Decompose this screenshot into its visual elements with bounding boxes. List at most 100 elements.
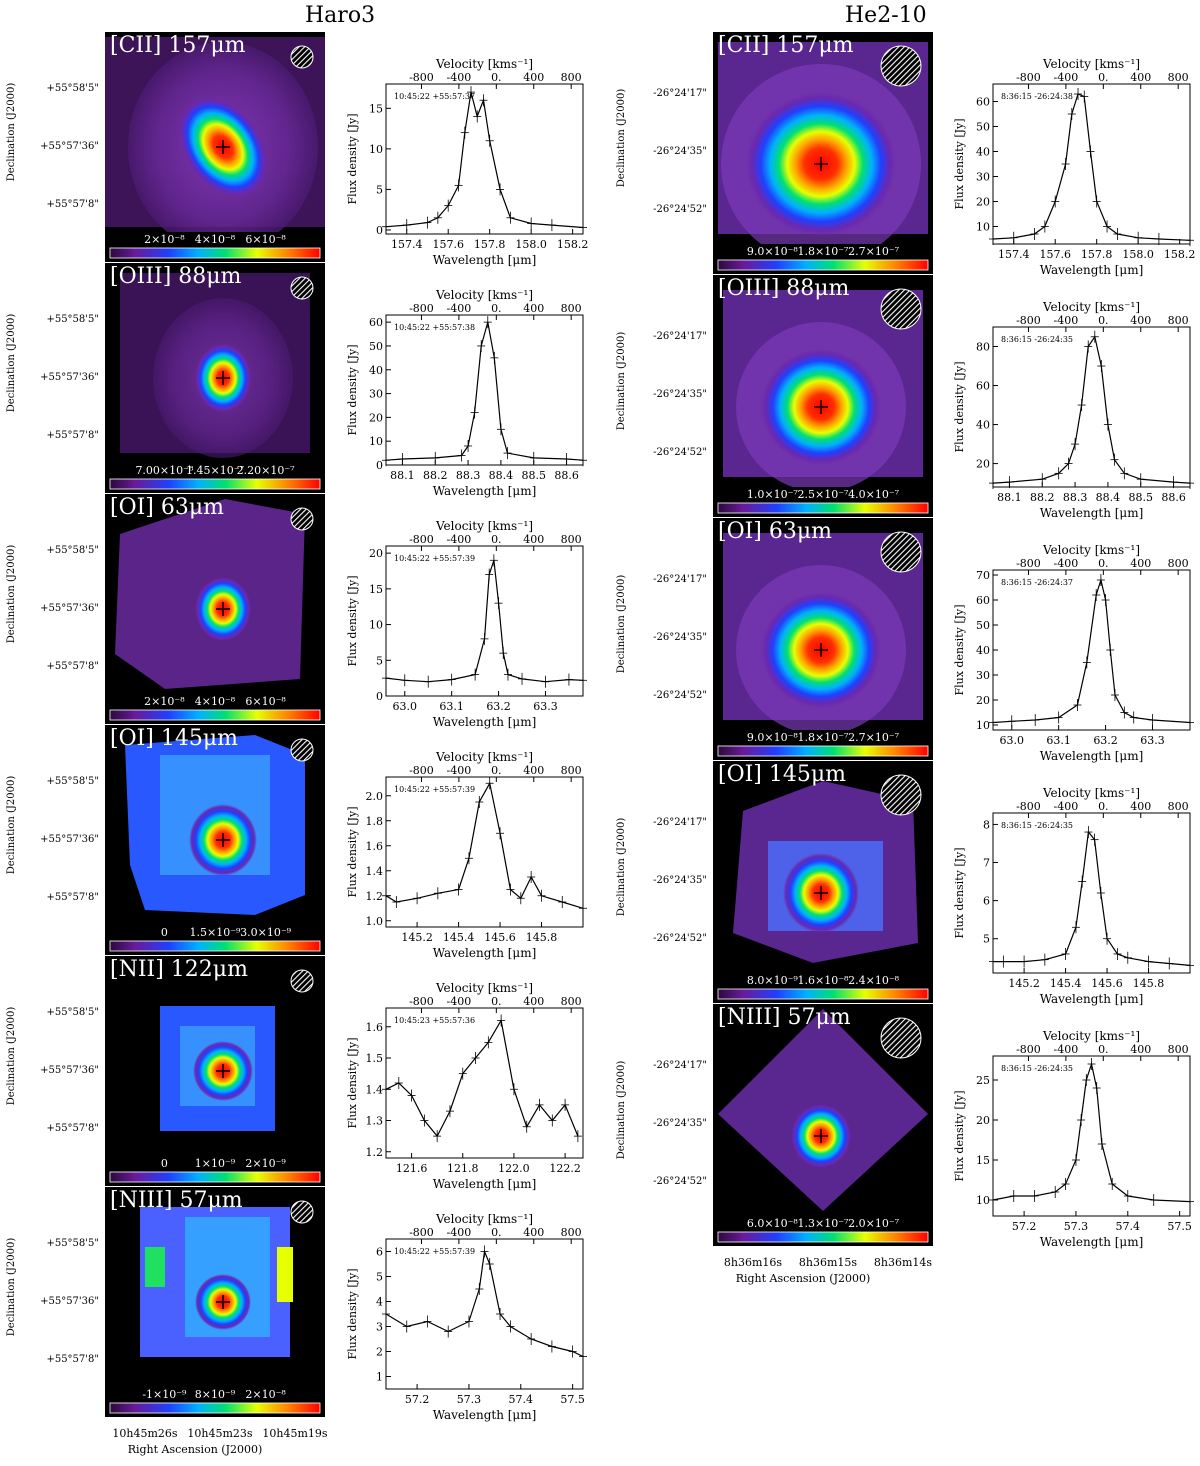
x-tick-label: 88.4 xyxy=(489,469,514,482)
velocity-tick-label: -400 xyxy=(1054,557,1079,570)
velocity-tick-label: -800 xyxy=(1016,71,1041,84)
velocity-tick-label: 400 xyxy=(523,71,544,84)
velocity-tick-label: 400 xyxy=(1130,314,1151,327)
y-tick-label: 1.0 xyxy=(366,915,384,928)
y-tick-label: 0 xyxy=(376,459,383,472)
y-tick-label: 40 xyxy=(976,419,990,432)
y-tick-label: 5 xyxy=(376,654,383,667)
colorbar-tick-label: 4×10⁻⁸ xyxy=(195,233,236,246)
colorbar-tick-label: 1.8×10⁻⁷ xyxy=(798,245,850,258)
dec-tick-label: -26°24'17" xyxy=(653,574,707,585)
spectrum-coordinates: 8:36:15 -26:24:35 xyxy=(1001,821,1073,830)
y-tick-label: 1.4 xyxy=(366,1083,384,1096)
velocity-tick-label: 0. xyxy=(491,302,502,315)
colorbar xyxy=(109,478,321,490)
x-tick-label: 88.5 xyxy=(522,469,547,482)
dec-tick-label: -26°24'52" xyxy=(653,933,707,944)
y-tick-label: 50 xyxy=(369,340,383,353)
x-tick-label: 121.8 xyxy=(447,1162,479,1175)
y-tick-label: 1.5 xyxy=(366,1052,384,1065)
he210-panel-1: [OIII] 88μm 1.0×10⁻⁷ 2.5×10⁻⁷ 4.0×10⁻⁷ -26°2… xyxy=(616,275,1194,520)
colorbar-tick-label: 6×10⁻⁸ xyxy=(245,233,286,246)
y-tick-label: 50 xyxy=(976,121,990,134)
y-tick-label: 2.0 xyxy=(366,790,384,803)
y-tick-label: 3 xyxy=(376,1321,383,1334)
y-tick-label: 60 xyxy=(976,594,990,607)
velocity-tick-label: 800 xyxy=(1168,71,1189,84)
x-tick-label: 145.2 xyxy=(1008,977,1040,990)
x-tick-label: 121.6 xyxy=(396,1162,428,1175)
x-tick-label: 88.1 xyxy=(997,491,1022,504)
flux-axis-label: Flux density [Jy] xyxy=(346,575,359,666)
y-tick-label: 20 xyxy=(369,547,383,560)
line-label: [NIII] 57μm xyxy=(110,1188,243,1213)
haro3-panel-5: [NIII] 57μm -1×10⁻⁹ 8×10⁻⁹ 2×10⁻⁸ +55°58'5" +… xyxy=(6,1187,587,1456)
y-tick-label: 6 xyxy=(376,1246,383,1259)
y-tick-label: 60 xyxy=(976,96,990,109)
spectrum-line xyxy=(992,335,1191,484)
dec-tick-label: -26°24'52" xyxy=(653,1176,707,1187)
velocity-tick-label: -400 xyxy=(1054,800,1079,813)
beam-size-icon xyxy=(290,507,314,531)
flux-axis-label: Flux density [Jy] xyxy=(953,847,966,938)
y-tick-label: 2 xyxy=(376,1346,383,1359)
y-tick-label: 1.3 xyxy=(366,1115,384,1128)
y-tick-label: 7 xyxy=(983,857,990,870)
colorbar-tick-label: 2×10⁻⁹ xyxy=(245,1157,286,1170)
velocity-tick-label: -400 xyxy=(447,71,472,84)
ra-axis-label: Right Ascension (J2000) xyxy=(736,1272,871,1285)
line-label: [CII] 157μm xyxy=(110,33,246,58)
colorbar-tick-label: 1.0×10⁻⁷ xyxy=(747,488,799,501)
dec-tick-label: +55°57'36" xyxy=(40,141,99,152)
spectrum-frame xyxy=(992,812,1191,974)
velocity-tick-label: -800 xyxy=(409,764,434,777)
dec-tick-label: +55°57'36" xyxy=(40,834,99,845)
spectrum-frame xyxy=(385,545,584,697)
declination-axis-label: Declination (J2000) xyxy=(6,1238,17,1337)
wavelength-axis-label: Wavelength [μm] xyxy=(1040,506,1144,520)
ra-tick-label: 8h36m15s xyxy=(799,1256,858,1269)
line-label: [OI] 145μm xyxy=(718,762,846,787)
x-tick-label: 88.1 xyxy=(390,469,415,482)
spectrum-frame xyxy=(385,776,584,928)
velocity-tick-label: -400 xyxy=(1054,1043,1079,1056)
velocity-tick-label: -800 xyxy=(1016,1043,1041,1056)
colorbar-tick-label: 0 xyxy=(161,1157,168,1170)
line-label: [CII] 157μm xyxy=(718,33,854,58)
he210-panel-4: [NIII] 57μm 6.0×10⁻⁸ 1.3×10⁻⁷ 2.0×10⁻⁷ -26°2… xyxy=(616,1004,1194,1285)
dec-tick-label: -26°24'17" xyxy=(653,817,707,828)
y-tick-label: 1.8 xyxy=(366,815,384,828)
spectrum-line xyxy=(992,93,1191,241)
spectrum-coordinates: 8:36:15 -26:24:38 xyxy=(1001,92,1073,101)
spectrum-coordinates: 10:45:22 +55:57:39 xyxy=(394,1247,475,1256)
colorbar-tick-label: 2.7×10⁻⁷ xyxy=(848,731,900,744)
y-tick-label: 20 xyxy=(976,196,990,209)
y-tick-label: 20 xyxy=(976,458,990,471)
dec-tick-label: +55°58'5" xyxy=(46,1007,99,1018)
colorbar-tick-label: 6×10⁻⁸ xyxy=(245,695,286,708)
dec-tick-label: -26°24'17" xyxy=(653,331,707,342)
spectrum-frame xyxy=(992,1055,1191,1217)
spectrum-line xyxy=(385,91,584,229)
colorbar xyxy=(109,709,321,721)
wavelength-axis-label: Wavelength [μm] xyxy=(433,253,537,267)
x-tick-label: 158.0 xyxy=(1122,248,1154,261)
y-tick-label: 25 xyxy=(976,1074,990,1087)
flux-axis-label: Flux density [Jy] xyxy=(953,604,966,695)
y-tick-label: 1 xyxy=(376,1371,383,1384)
velocity-tick-label: 400 xyxy=(523,533,544,546)
x-tick-label: 157.4 xyxy=(998,248,1030,261)
spectrum-frame xyxy=(385,314,584,466)
colorbar-tick-label: 9.0×10⁻⁸ xyxy=(747,245,799,258)
beam-size-icon xyxy=(880,45,922,87)
y-tick-label: 1.2 xyxy=(366,1146,384,1159)
haro3-panel-4: [NII] 122μm 0 1×10⁻⁹ 2×10⁻⁹ +55°58'5" +55°57'… xyxy=(6,956,584,1191)
colorbar-tick-label: 2×10⁻⁸ xyxy=(245,1388,286,1401)
y-tick-label: 20 xyxy=(976,694,990,707)
spectrum-frame xyxy=(385,1007,584,1159)
velocity-axis-label: Velocity [kms⁻¹] xyxy=(435,981,533,995)
wavelength-axis-label: Wavelength [μm] xyxy=(433,484,537,498)
y-tick-label: 15 xyxy=(369,102,383,115)
velocity-tick-label: 400 xyxy=(1130,800,1151,813)
y-tick-label: 5 xyxy=(983,933,990,946)
